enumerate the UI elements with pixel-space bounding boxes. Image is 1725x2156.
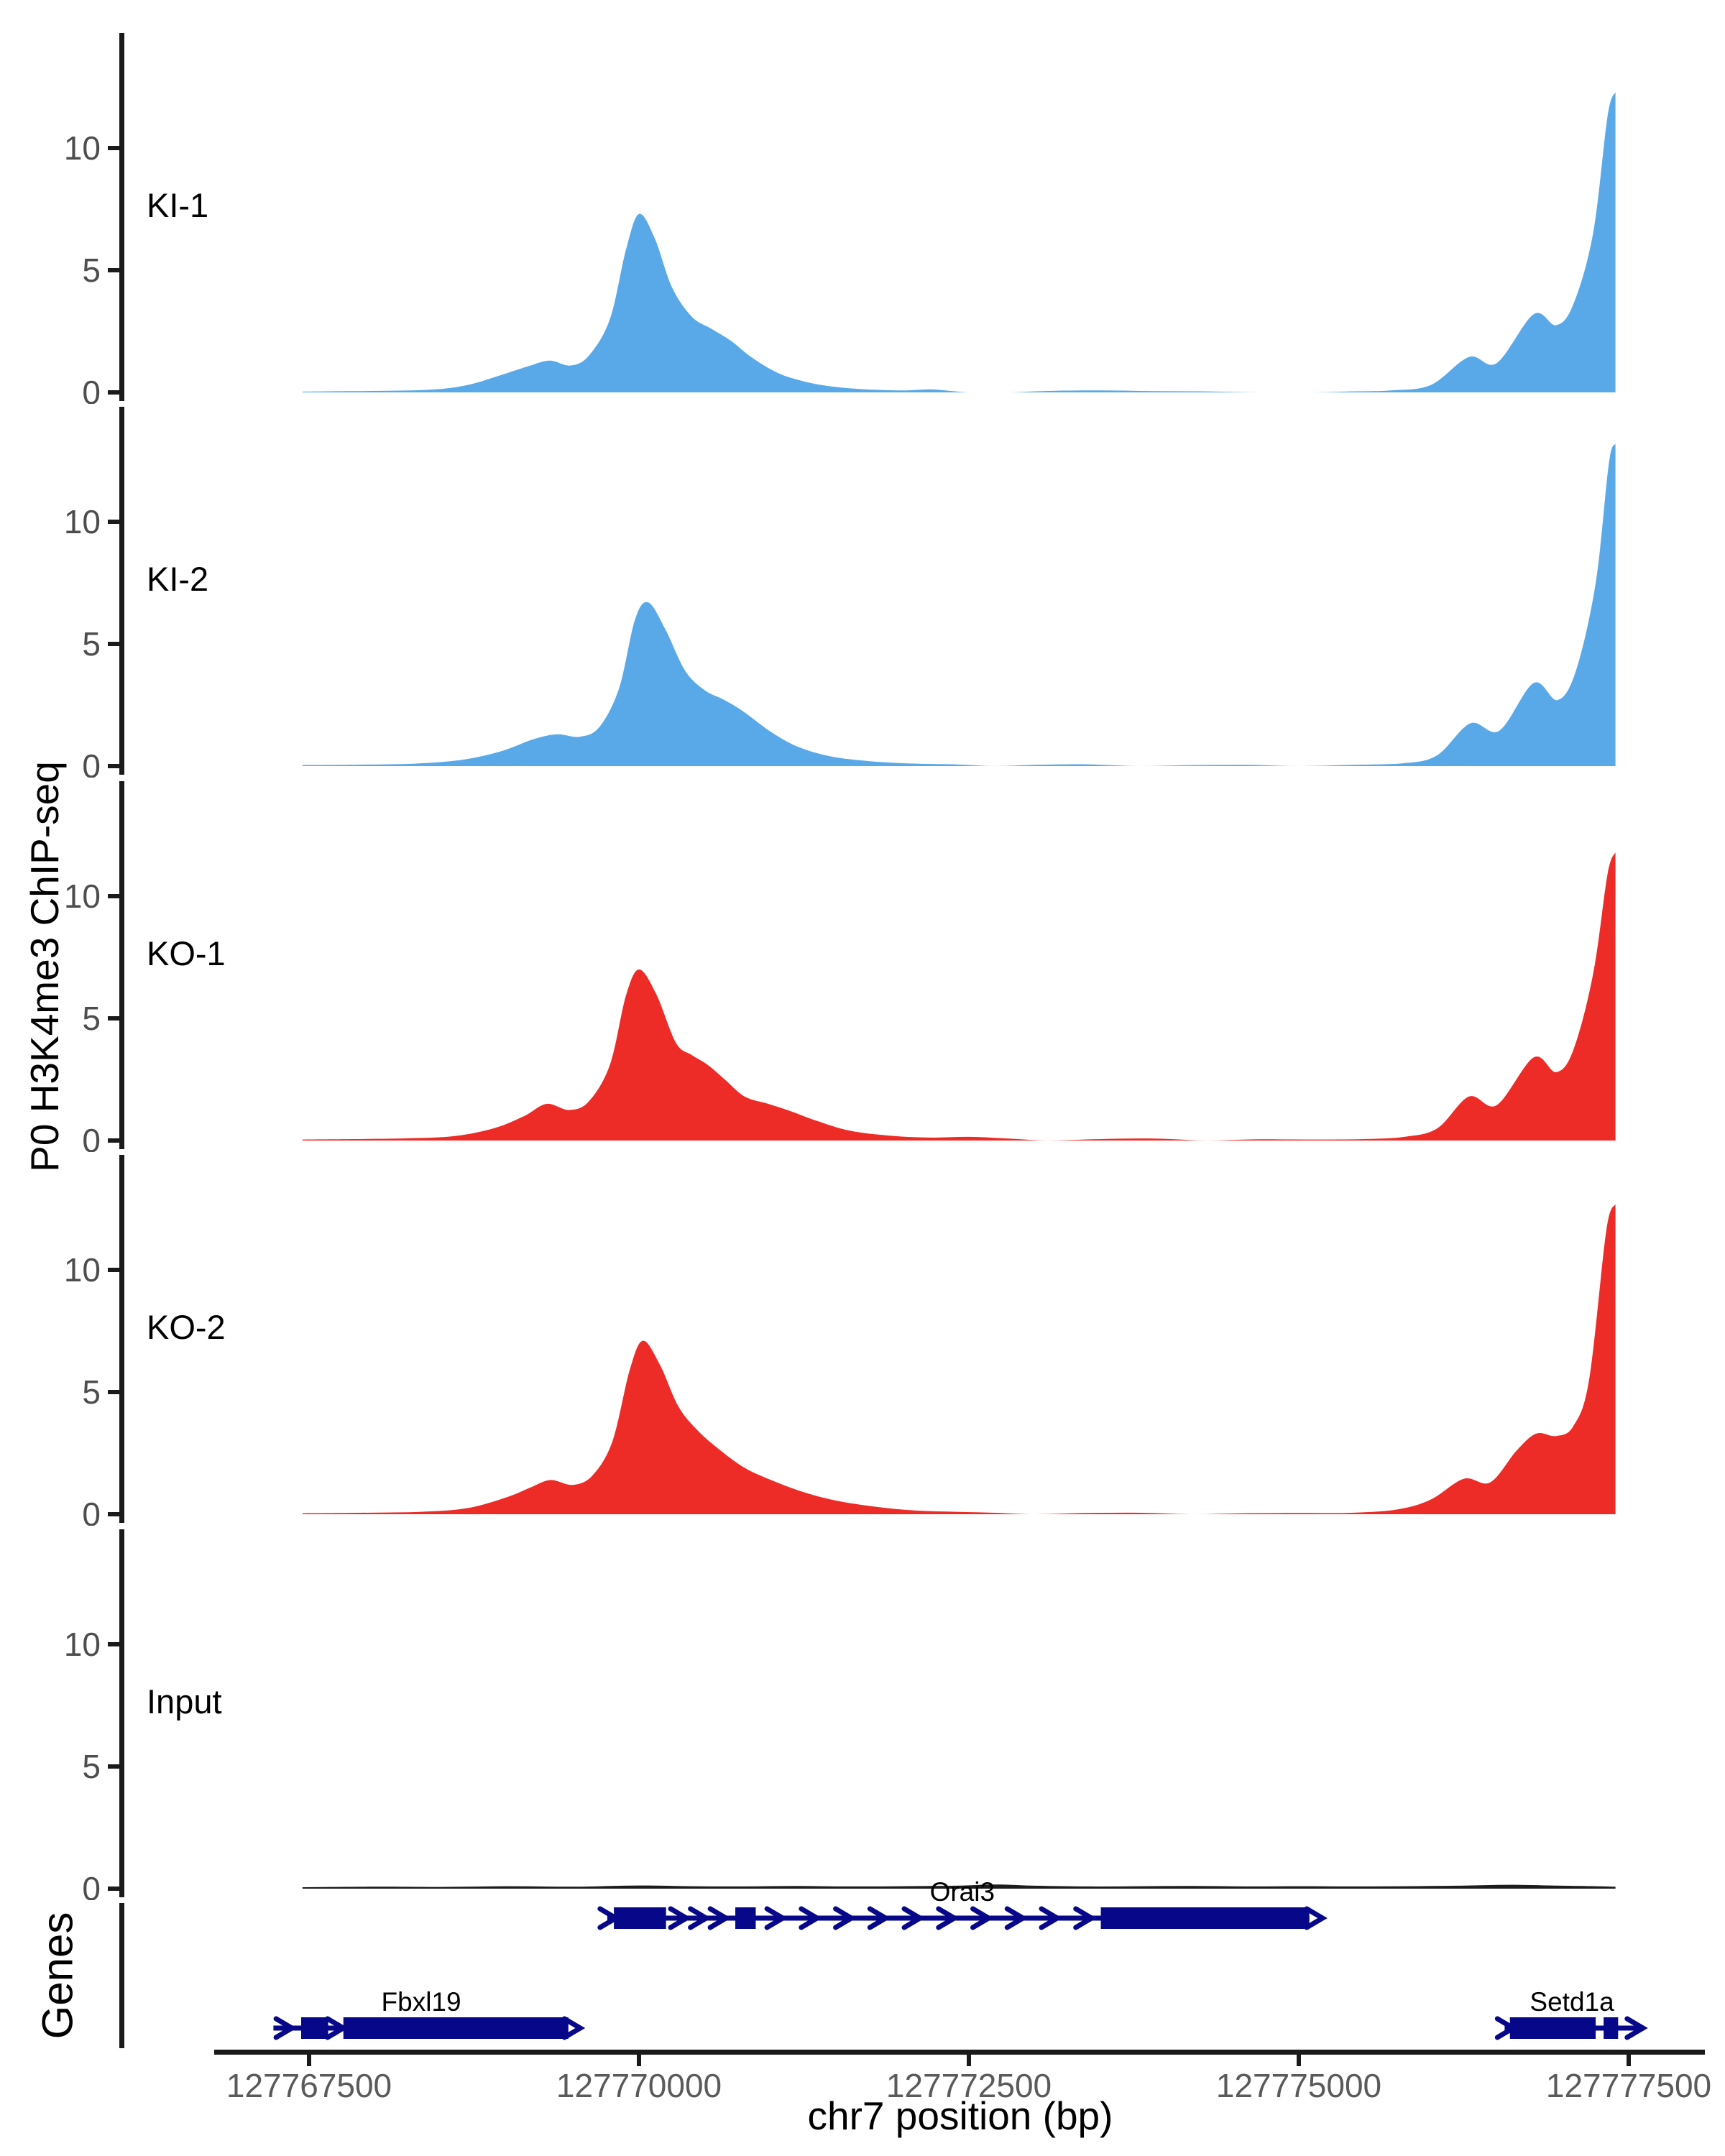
x-tick-mark — [1627, 2055, 1631, 2066]
track-panel-ko-1: 0 5 10 KO-1 — [64, 781, 1616, 1152]
strand-arrow-icon — [833, 1906, 857, 1930]
y-tick-label: 0 — [82, 747, 101, 778]
x-tick-mark — [1297, 2055, 1301, 2066]
y-tick-mark — [108, 1016, 119, 1021]
strand-arrow-icon — [1494, 2016, 1519, 2040]
y-tick-mark — [108, 764, 119, 768]
strand-arrow-icon — [597, 1906, 621, 1930]
strand-arrow-icon — [707, 1906, 732, 1930]
strand-arrow-icon — [273, 2016, 297, 2040]
x-axis-title: chr7 position (bp) — [807, 2093, 1113, 2138]
coverage-area-ko-1 — [302, 852, 1616, 1141]
track-panel-ko-2: 0 5 10 KO-2 — [64, 1155, 1616, 1526]
strand-arrow-icon — [325, 2016, 349, 2040]
track-label-ko-2: KO-2 — [147, 1308, 226, 1346]
strand-arrow-icon — [867, 1906, 891, 1930]
y-tick-label: 0 — [82, 1496, 101, 1526]
x-tick-label: 127767500 — [226, 2067, 392, 2104]
strand-arrow-icon — [1039, 1906, 1062, 1930]
track-panel-ki-1: 0 5 10 KI-1 — [64, 33, 1616, 404]
coverage-area-ki-2 — [302, 443, 1616, 766]
y-tick-mark — [108, 390, 119, 395]
y-tick-label: 5 — [82, 1373, 101, 1411]
gene-label-orai3: Orai3 — [930, 1877, 995, 1907]
strand-arrow-icon — [799, 1906, 822, 1930]
strand-arrow-icon — [561, 2016, 586, 2040]
y-tick-label: 10 — [64, 877, 101, 915]
y-axis-line — [119, 1529, 124, 1897]
y-tick-mark — [108, 1642, 119, 1646]
y-tick-label: 0 — [82, 1870, 101, 1900]
x-tick-label: 127772500 — [886, 2067, 1052, 2104]
y-tick-mark — [108, 146, 119, 150]
strand-arrow-icon — [688, 1906, 712, 1930]
strand-arrow-icon — [936, 1906, 960, 1930]
gene-exon — [300, 2017, 328, 2039]
y-tick-label: 10 — [64, 129, 101, 167]
track-label-ki-2: KI-2 — [147, 560, 208, 598]
coverage-area-input — [302, 1884, 1616, 1889]
coverage-area-ko-2 — [302, 1204, 1616, 1514]
y-axis-line — [119, 1155, 124, 1523]
x-tick-label: 127777500 — [1546, 2067, 1711, 2104]
y-tick-label: 5 — [82, 1748, 101, 1785]
y-tick-mark — [108, 642, 119, 646]
y-axis-line — [119, 407, 124, 775]
gene-exon — [735, 1907, 756, 1929]
strand-arrow-icon — [1624, 2016, 1648, 2040]
genes-axis-line — [119, 1903, 124, 2048]
strand-arrow-icon — [764, 1906, 788, 1930]
x-axis-line — [214, 2050, 1705, 2055]
genes-panel: Orai3 Fbxl19 Setd1a 127767500 127770000 12777… — [119, 1877, 1711, 2104]
strand-arrow-icon — [1004, 1906, 1029, 1930]
x-tick-label: 127770000 — [556, 2067, 722, 2104]
track-label-input: Input — [147, 1682, 222, 1720]
y-tick-mark — [108, 520, 119, 524]
strand-arrow-icon — [901, 1906, 925, 1930]
x-tick-mark — [967, 2055, 971, 2066]
gene-model-fbxl19: Fbxl19 — [273, 1987, 586, 2040]
track-panel-input: 0 5 10 Input — [64, 1529, 1616, 1900]
track-label-ki-1: KI-1 — [147, 186, 208, 224]
y-tick-label: 10 — [64, 1251, 101, 1289]
y-tick-label: 10 — [64, 1626, 101, 1663]
y-tick-label: 5 — [82, 252, 101, 289]
x-tick-label: 127775000 — [1216, 2067, 1381, 2104]
gene-exon — [343, 2017, 569, 2039]
y-tick-mark — [108, 268, 119, 272]
y-tick-mark — [108, 1138, 119, 1143]
strand-arrow-icon — [1304, 1906, 1328, 1930]
x-tick-mark — [307, 2055, 311, 2066]
y-tick-label: 10 — [64, 503, 101, 540]
strand-arrow-icon — [1073, 1906, 1097, 1930]
y-axis-line — [119, 33, 124, 401]
y-tick-mark — [108, 1268, 119, 1272]
gene-label-fbxl19: Fbxl19 — [382, 1987, 461, 2017]
y-tick-label: 0 — [82, 374, 101, 404]
gene-exon — [1509, 2017, 1596, 2039]
gene-model-orai3: Orai3 — [597, 1877, 1328, 1930]
y-tick-label: 5 — [82, 625, 101, 663]
x-tick-mark — [637, 2055, 641, 2066]
track-label-ko-1: KO-1 — [147, 934, 226, 972]
strand-arrow-icon — [668, 1906, 691, 1930]
gene-exon — [1100, 1907, 1310, 1929]
y-tick-label: 0 — [82, 1122, 101, 1152]
gene-label-setd1a: Setd1a — [1530, 1987, 1614, 2017]
y-tick-mark — [108, 1512, 119, 1516]
track-panel-ki-2: 0 5 10 KI-2 — [64, 407, 1616, 778]
y-tick-mark — [108, 1390, 119, 1394]
y-axis-line — [119, 781, 124, 1149]
gene-exon — [614, 1907, 666, 1929]
gene-exon — [1604, 2017, 1619, 2039]
gene-model-setd1a: Setd1a — [1494, 1987, 1648, 2040]
y-tick-label: 5 — [82, 1000, 101, 1037]
y-tick-mark — [108, 1764, 119, 1769]
strand-arrow-icon — [970, 1906, 994, 1930]
coverage-area-ki-1 — [302, 91, 1616, 393]
y-tick-mark — [108, 1886, 119, 1891]
y-tick-mark — [108, 894, 119, 898]
